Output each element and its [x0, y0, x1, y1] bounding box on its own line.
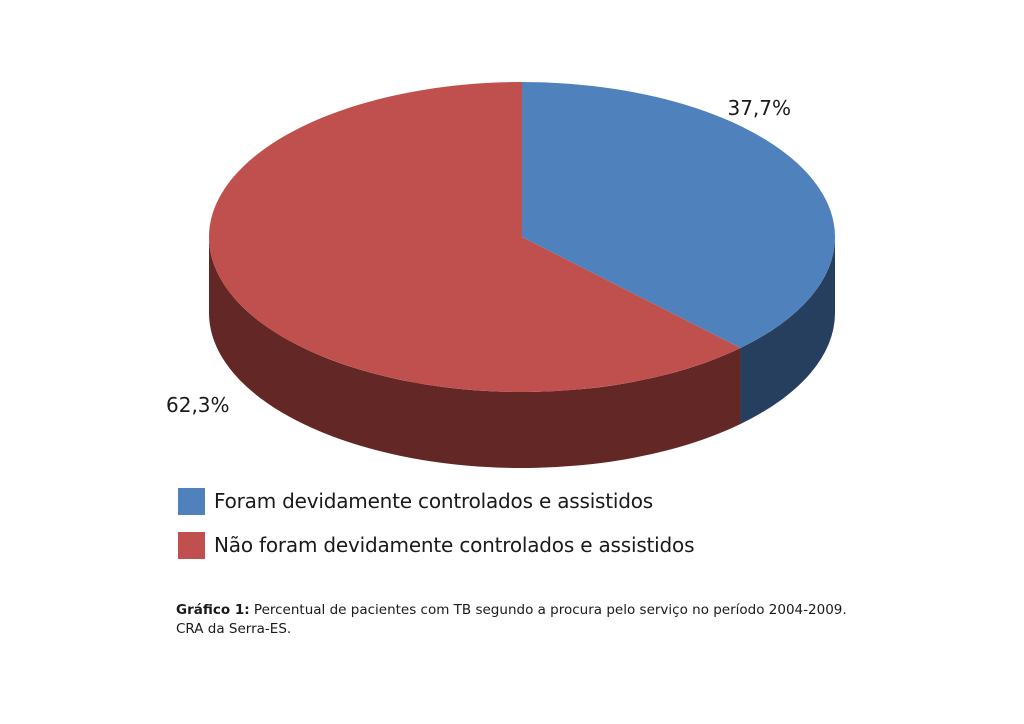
pie-side-0 [740, 237, 835, 424]
data-label-0: 37,7% [727, 96, 791, 120]
figure-caption: Gráfico 1: Percentual de pacientes com T… [176, 601, 876, 639]
pie-slice-1 [208, 82, 741, 393]
pie-slice-0 [522, 82, 835, 348]
legend-label-0: Foram devidamente controlados e assistid… [214, 489, 654, 513]
data-label-1: 62,3% [166, 393, 230, 417]
caption-line2: CRA da Serra-ES. [176, 621, 292, 637]
legend-swatch-0 [178, 487, 205, 515]
legend-label-1: Não foram devidamente controlados e assi… [214, 533, 695, 557]
legend-item-0: Foram devidamente controlados e assistid… [178, 486, 694, 516]
caption-prefix: Gráfico 1: [176, 602, 250, 618]
caption-text: Percentual de pacientes com TB segundo a… [249, 602, 847, 618]
legend-swatch-1 [178, 531, 205, 559]
legend: Foram devidamente controlados e assistid… [178, 486, 694, 574]
legend-item-1: Não foram devidamente controlados e assi… [178, 530, 694, 560]
pie-side-1 [209, 237, 741, 468]
